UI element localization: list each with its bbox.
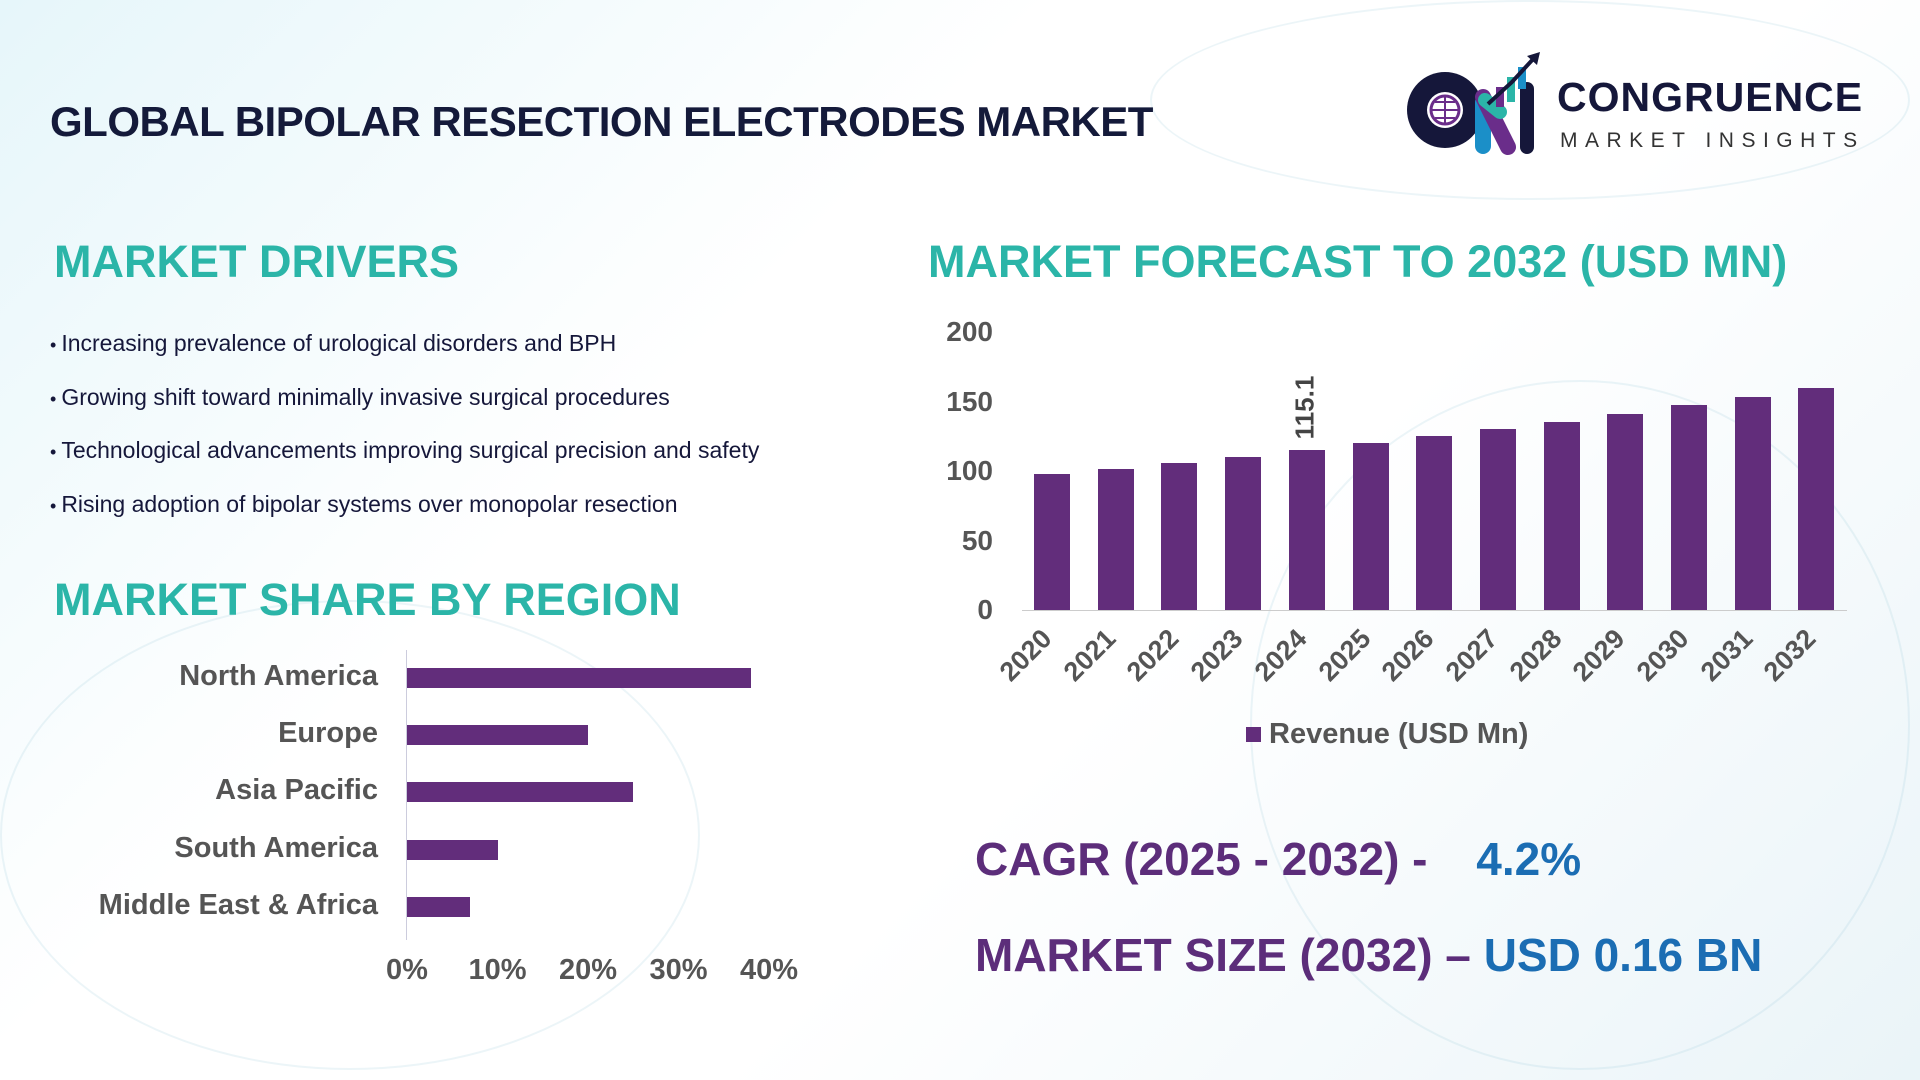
region-bar	[407, 896, 471, 917]
region-tick: 40%	[739, 954, 799, 986]
cagr-stat: CAGR (2025 - 2032) - 4.2%	[975, 832, 1581, 886]
forecast-bar	[1416, 436, 1453, 610]
region-label: North America	[179, 660, 378, 692]
forecast-bar	[1734, 396, 1771, 610]
y-tick: 200	[946, 316, 993, 347]
region-tick: 10%	[468, 954, 527, 986]
forecast-legend: Revenue (USD Mn)	[1246, 718, 1528, 751]
region-label: South America	[174, 831, 378, 864]
background-wave	[1250, 380, 1910, 1070]
region-label: Europe	[278, 717, 378, 750]
region-bar	[407, 668, 751, 688]
logo-mark-icon	[1407, 52, 1540, 155]
driver-item: Growing shift toward minimally invasive …	[50, 384, 759, 438]
logo-subtitle: MARKET INSIGHTS	[1560, 129, 1865, 152]
region-tick: 20%	[558, 954, 618, 986]
cagr-label: CAGR (2025 - 2032) -	[975, 833, 1428, 885]
region-label: Asia Pacific	[215, 774, 378, 807]
forecast-baseline	[1022, 610, 1847, 611]
drivers-heading: MARKET DRIVERS	[54, 236, 460, 287]
forecast-heading: MARKET FORECAST TO 2032 (USD MN)	[928, 236, 1788, 287]
forecast-bar	[1034, 474, 1070, 610]
logo-name: CONGRUENCE	[1557, 74, 1864, 120]
forecast-bar	[1097, 468, 1134, 610]
region-tick: 30%	[649, 954, 708, 986]
region-label: Middle East & Africa	[98, 888, 378, 921]
market-size-label: MARKET SIZE (2032) –	[975, 929, 1471, 981]
market-size-value: USD 0.16 BN	[1483, 929, 1763, 981]
legend-swatch	[1246, 727, 1261, 742]
data-label: 115.1	[1289, 375, 1320, 440]
forecast-bar	[1352, 443, 1389, 610]
region-tick: 0%	[386, 954, 428, 986]
legend-label: Revenue (USD Mn)	[1269, 718, 1529, 750]
cagr-value: 4.2%	[1476, 833, 1582, 885]
logo: CONGRUENCE MARKET INSIGHTS	[1400, 52, 1870, 162]
forecast-bar	[1671, 405, 1707, 610]
forecast-bar	[1798, 387, 1835, 610]
x-tick: 2020	[993, 623, 1058, 687]
forecast-bar	[1543, 421, 1580, 610]
y-tick: 50	[961, 524, 993, 556]
x-tick: 2023	[1184, 623, 1249, 687]
page-title: GLOBAL BIPOLAR RESECTION ELECTRODES MARK…	[50, 98, 1153, 145]
region-axis-line	[406, 650, 407, 940]
background-wave	[0, 600, 700, 1070]
driver-item: Rising adoption of bipolar systems over …	[50, 491, 759, 545]
region-bar	[407, 782, 634, 803]
forecast-bar	[1479, 429, 1516, 610]
x-tick: 2021	[1057, 623, 1122, 687]
x-tick: 2022	[1121, 623, 1185, 687]
forecast-bar	[1607, 413, 1644, 610]
driver-item: Increasing prevalence of urological diso…	[50, 330, 759, 384]
driver-item: Technological advancements improving sur…	[50, 437, 759, 491]
y-tick: 0	[977, 594, 993, 625]
market-size-stat: MARKET SIZE (2032) – USD 0.16 BN	[975, 928, 1762, 982]
forecast-bar	[1161, 462, 1198, 610]
region-bar	[407, 725, 588, 746]
drivers-list: Increasing prevalence of urological diso…	[50, 330, 759, 544]
background-wave	[1150, 0, 1910, 200]
y-tick: 100	[946, 455, 993, 486]
forecast-bar	[1288, 450, 1325, 610]
region-bar	[407, 839, 498, 860]
region-heading: MARKET SHARE BY REGION	[54, 574, 681, 625]
forecast-bar	[1225, 456, 1262, 610]
y-tick: 150	[946, 385, 993, 417]
